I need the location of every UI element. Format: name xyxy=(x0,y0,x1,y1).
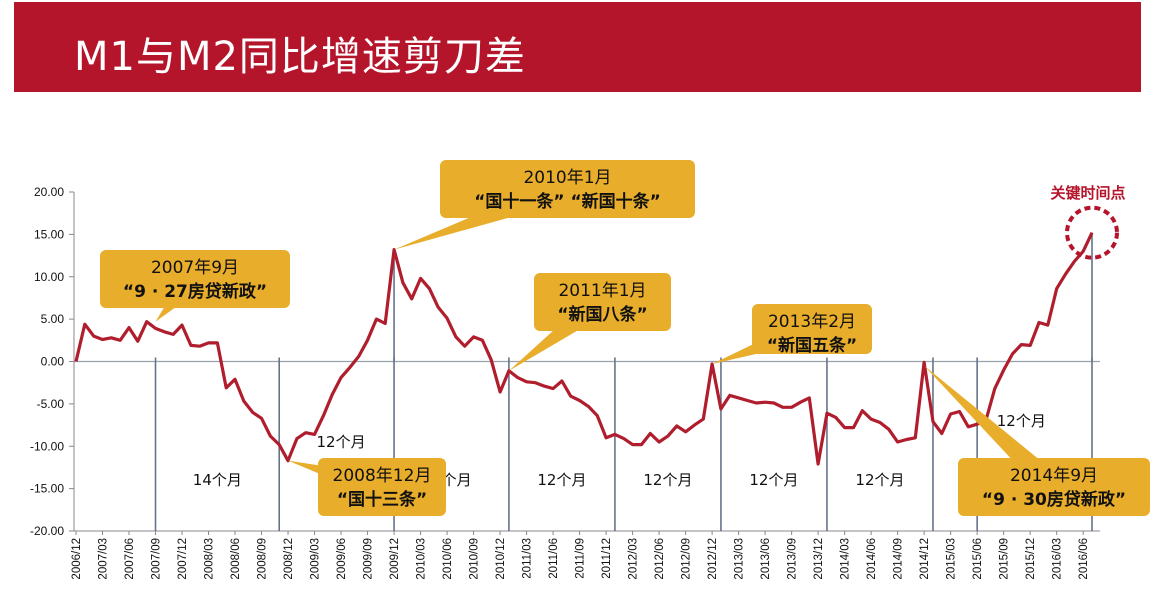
callout-box xyxy=(100,250,290,308)
callout-policy: “国十三条” xyxy=(337,489,427,510)
x-tick-label: 2008/06 xyxy=(230,538,242,580)
x-tick-label: 2009/03 xyxy=(310,538,322,580)
x-tick-label: 2007/12 xyxy=(177,538,189,580)
callout-policy: “新国八条” xyxy=(557,304,647,325)
key-point-label: 关键时间点 xyxy=(1050,184,1125,202)
x-tick-label: 2007/03 xyxy=(98,538,110,580)
x-tick-label: 2013/12 xyxy=(813,538,825,580)
callout-box xyxy=(958,458,1150,516)
x-tick-label: 2014/12 xyxy=(919,538,931,580)
x-tick-label: 2010/03 xyxy=(416,538,428,580)
y-tick-label: -20.00 xyxy=(30,524,64,538)
callout-box xyxy=(318,458,446,516)
y-tick-label: 5.00 xyxy=(41,312,65,326)
x-tick-label: 2014/06 xyxy=(866,538,878,580)
key-point: 关键时间点 xyxy=(1050,184,1126,260)
x-tick-label: 2012/06 xyxy=(654,538,666,580)
callout-date: 2014年9月 xyxy=(1010,466,1098,486)
callout-date: 2013年2月 xyxy=(768,312,856,332)
interval-label: 12个月 xyxy=(316,433,365,451)
x-tick-label: 2011/06 xyxy=(548,538,560,579)
callout: 2010年1月 “国十一条” “新国十条” xyxy=(394,160,695,250)
callout-policy: “国十一条” “新国十条” xyxy=(474,191,661,212)
x-tick-label: 2014/09 xyxy=(893,538,905,580)
y-tick-label: 15.00 xyxy=(34,227,64,241)
reference-lines xyxy=(154,232,1093,531)
x-tick-label: 2012/09 xyxy=(681,538,693,580)
x-tick-label: 2012/12 xyxy=(707,538,719,580)
x-tick-label: 2009/12 xyxy=(389,538,401,580)
callout: 2007年9月 “9 · 27房贷新政” xyxy=(100,250,290,322)
x-tick-label: 2006/12 xyxy=(71,538,83,580)
callouts: 2007年9月 “9 · 27房贷新政” 2008年12月 “国十三条” 2010年1月… xyxy=(100,160,1150,516)
x-tick-label: 2008/03 xyxy=(204,538,216,580)
callout-policy: “9 · 30房贷新政” xyxy=(982,489,1126,510)
callout-date: 2011年1月 xyxy=(558,281,646,301)
series-line xyxy=(74,232,1094,466)
x-tick-label: 2013/03 xyxy=(734,538,746,580)
x-tick-label: 2008/09 xyxy=(257,538,269,580)
x-tick-label: 2009/09 xyxy=(363,538,375,580)
x-tick-label: 2015/09 xyxy=(999,538,1011,580)
callout-policy: “9 · 27房贷新政” xyxy=(123,281,267,302)
callout-date: 2007年9月 xyxy=(151,258,239,278)
x-tick-label: 2013/06 xyxy=(760,538,772,580)
interval-label: 12个月 xyxy=(855,471,904,489)
callout-date: 2008年12月 xyxy=(333,466,432,486)
interval-label: 12个月 xyxy=(643,471,692,489)
y-tick-label: 10.00 xyxy=(34,270,64,284)
x-tick-label: 2011/03 xyxy=(522,538,534,579)
x-tick-label: 2007/09 xyxy=(151,538,163,580)
interval-label: 12个月 xyxy=(749,471,798,489)
y-tick-label: -5.00 xyxy=(37,397,65,411)
x-tick-label: 2011/12 xyxy=(601,538,613,579)
callout-box xyxy=(534,273,671,331)
interval-label: 14个月 xyxy=(193,471,242,489)
callout: 2014年9月 “9 · 30房贷新政” xyxy=(924,365,1150,516)
y-tick-label: -10.00 xyxy=(30,439,64,453)
callout: 2008年12月 “国十三条” xyxy=(288,458,446,516)
x-tick-label: 2010/06 xyxy=(442,538,454,580)
x-tick-label: 2010/12 xyxy=(495,538,507,580)
x-tick-label: 2014/03 xyxy=(840,538,852,580)
interval-label: 12个月 xyxy=(997,412,1046,430)
x-tick-label: 2015/03 xyxy=(946,538,958,580)
x-tick-label: 2008/12 xyxy=(283,538,295,580)
y-tick-label: -15.00 xyxy=(30,482,64,496)
callout: 2011年1月 “新国八条” xyxy=(508,273,671,371)
x-tick-label: 2012/03 xyxy=(628,538,640,580)
chart-title: M1与M2同比增速剪刀差 xyxy=(74,34,526,80)
x-tick-label: 2010/09 xyxy=(469,538,481,580)
y-tick-label: 0.00 xyxy=(41,355,65,369)
x-tick-label: 2015/06 xyxy=(972,538,984,580)
callout: 2013年2月 “新国五条” xyxy=(712,304,872,365)
series-layer xyxy=(74,232,1094,466)
x-tick-label: 2013/09 xyxy=(787,538,799,580)
callout-box xyxy=(752,304,872,354)
x-tick-label: 2011/09 xyxy=(575,538,587,579)
callout-policy: “新国五条” xyxy=(767,335,857,356)
callout-box xyxy=(440,160,695,218)
x-tick-label: 2016/03 xyxy=(1052,538,1064,580)
x-tick-label: 2016/06 xyxy=(1078,538,1090,580)
callout-date: 2010年1月 xyxy=(523,168,611,188)
interval-label: 12个月 xyxy=(537,471,586,489)
y-tick-label: 20.00 xyxy=(34,185,64,199)
x-tick-label: 2015/12 xyxy=(1025,538,1037,580)
x-axis: 2006/12 2007/03 2007/06 2007/09 2007/12 2008/… xyxy=(71,530,1100,580)
y-axis: 20.00 15.00 10.00 5.00 0.00 -5.00 -10.00 -15.00… xyxy=(30,185,1100,538)
title-banner: M1与M2同比增速剪刀差 xyxy=(14,2,1141,92)
x-tick-label: 2009/06 xyxy=(336,538,348,580)
x-tick-label: 2007/06 xyxy=(124,538,136,580)
key-point-circle xyxy=(1065,205,1119,260)
